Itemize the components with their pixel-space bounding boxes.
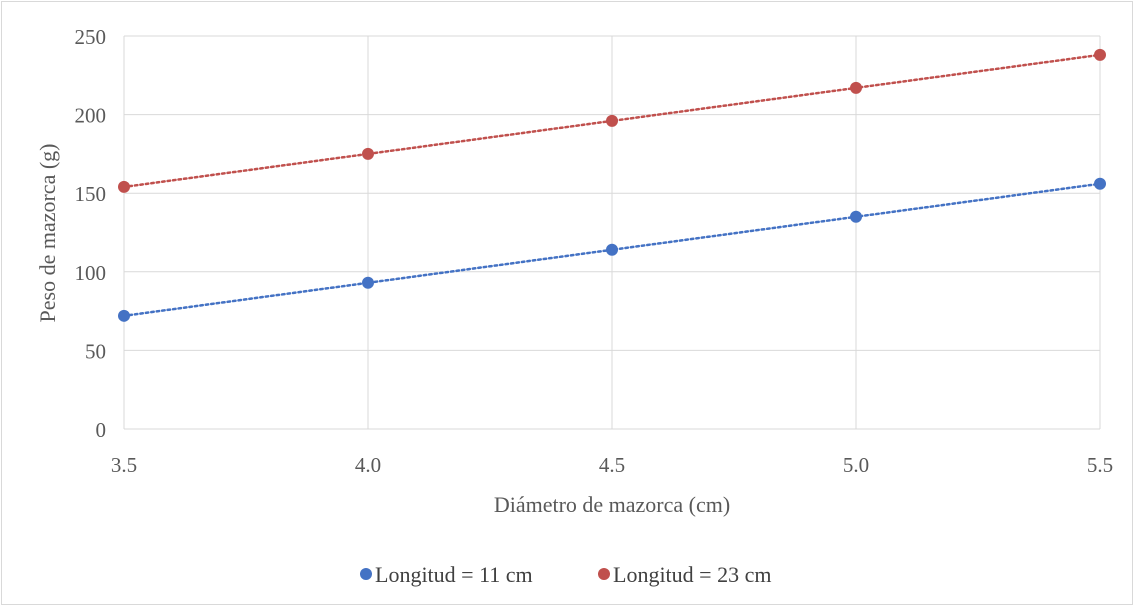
data-point-series-1	[606, 243, 618, 256]
y-tick-label: 250	[75, 25, 107, 49]
data-points	[118, 48, 1106, 322]
y-tick-label: 0	[96, 418, 107, 442]
data-point-series-1	[362, 276, 374, 289]
legend-marker	[360, 568, 372, 580]
y-axis-title: Peso de mazorca (g)	[35, 144, 60, 323]
legend-label: Longitud = 11 cm	[375, 562, 533, 587]
data-point-series-2	[850, 81, 862, 94]
data-point-series-1	[118, 309, 130, 322]
x-tick-label: 5.0	[843, 453, 869, 477]
legend-item: Longitud = 11 cm	[360, 562, 533, 587]
x-tick-label: 4.0	[355, 453, 381, 477]
data-point-series-2	[118, 180, 130, 193]
legend: Longitud = 11 cm Longitud = 23 cm	[360, 562, 771, 587]
x-tick-label: 4.5	[599, 453, 625, 477]
x-axis-title: Diámetro de mazorca (cm)	[494, 492, 730, 517]
x-axis-ticks: 3.5 4.0 4.5 5.0 5.5	[111, 453, 1113, 477]
legend-item: Longitud = 23 cm	[598, 562, 771, 587]
legend-marker	[598, 568, 610, 580]
y-tick-label: 50	[85, 339, 106, 363]
data-point-series-1	[850, 210, 862, 223]
gridlines	[123, 35, 1101, 430]
data-point-series-2	[606, 114, 618, 127]
y-tick-label: 100	[75, 261, 107, 285]
y-tick-label: 150	[75, 182, 107, 206]
data-point-series-1	[1094, 177, 1106, 190]
x-tick-label: 5.5	[1087, 453, 1113, 477]
legend-label: Longitud = 23 cm	[613, 562, 771, 587]
y-axis-ticks: 0 50 100 150 200 250	[75, 25, 107, 442]
y-tick-label: 200	[75, 104, 107, 128]
data-point-series-2	[362, 147, 374, 160]
data-point-series-2	[1094, 48, 1106, 61]
x-tick-label: 3.5	[111, 453, 137, 477]
